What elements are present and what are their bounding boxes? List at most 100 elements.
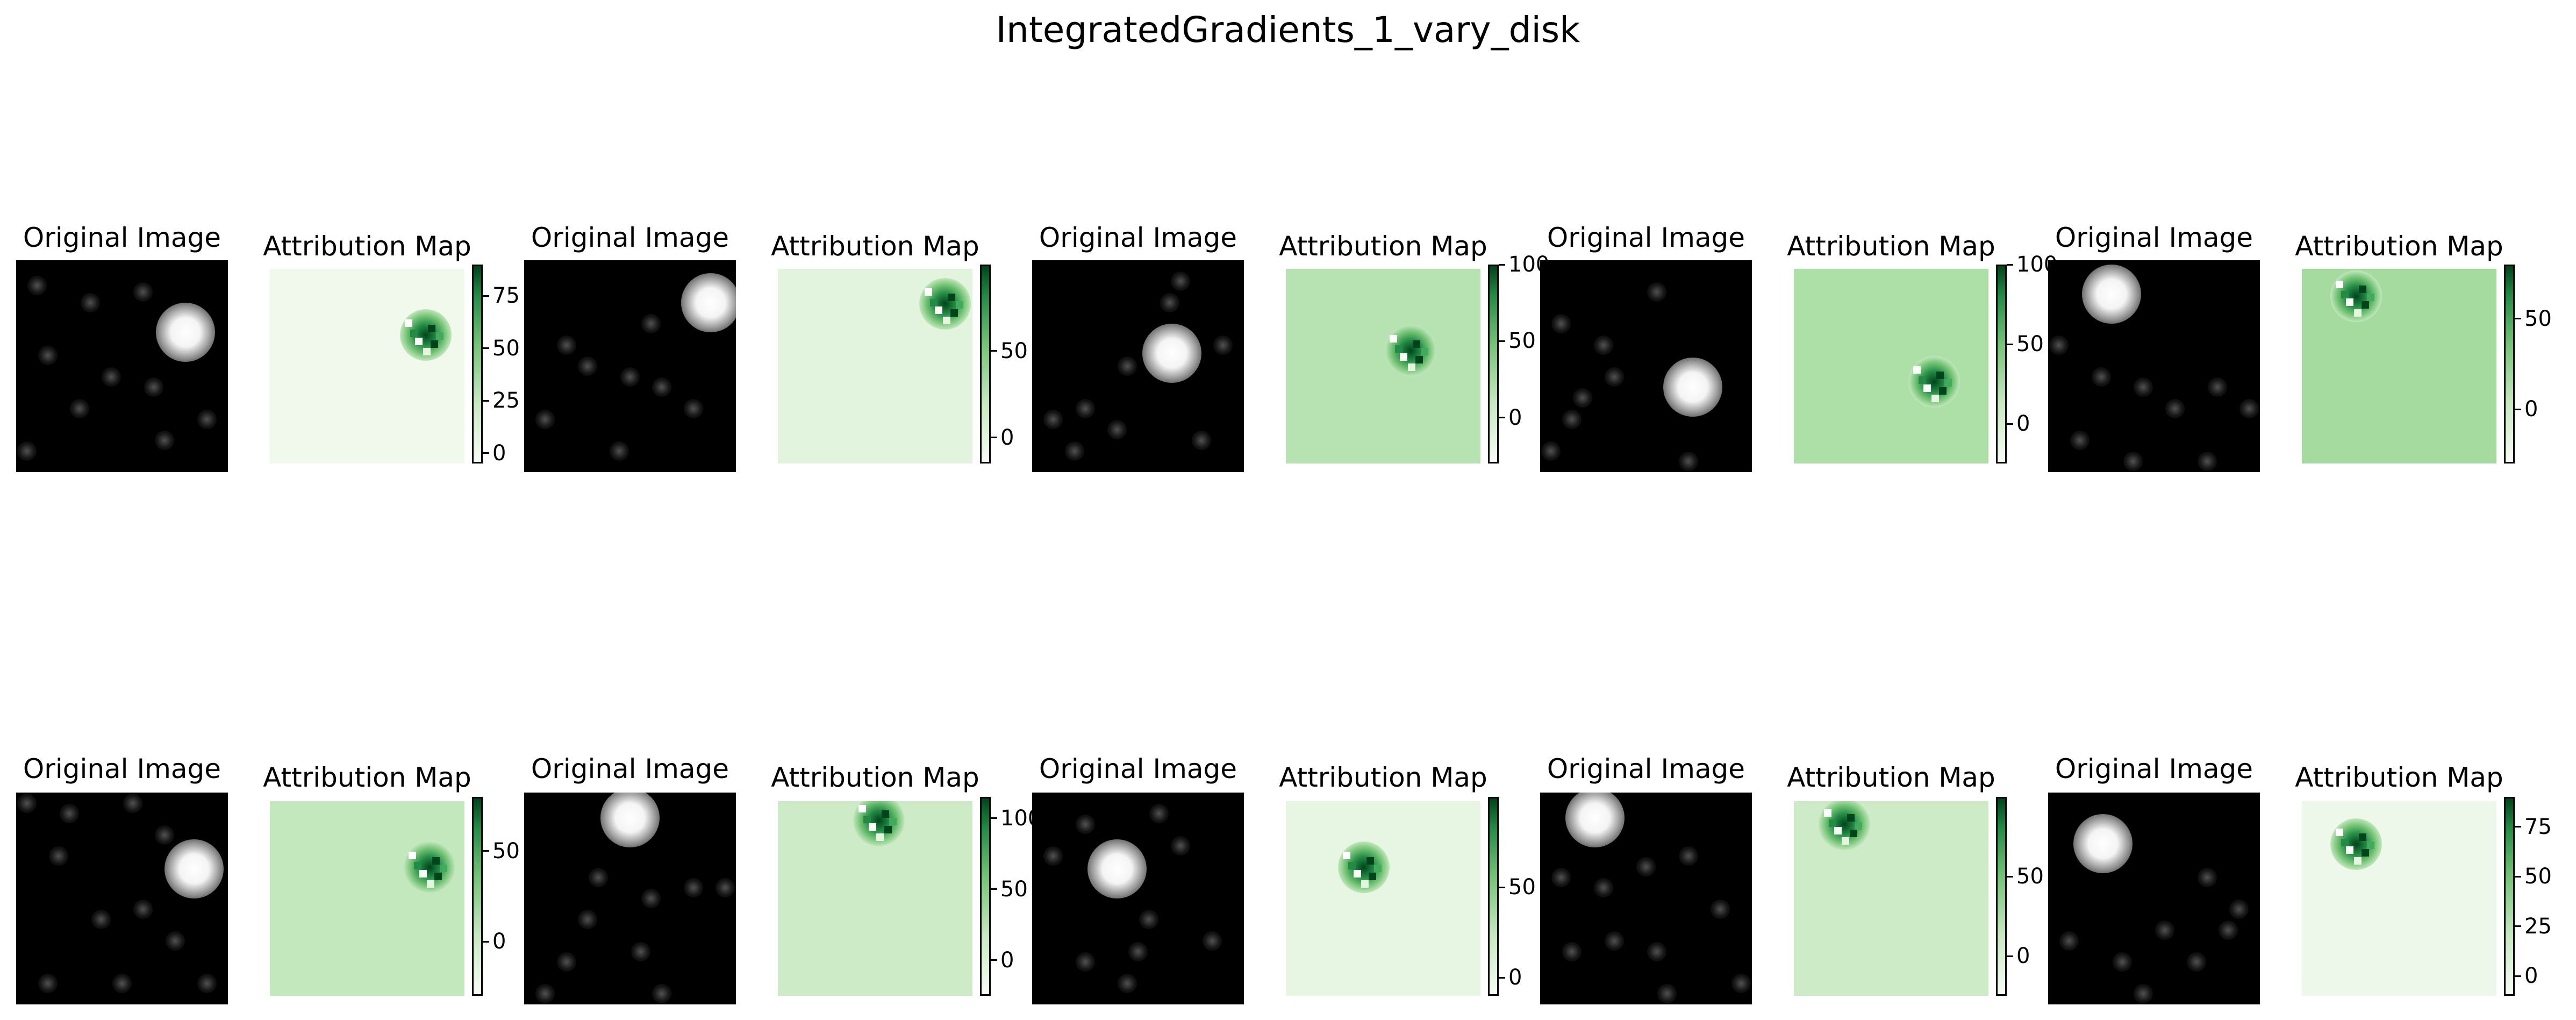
attribution-pixel [1343,852,1351,860]
colorbar-tick-label: 0 [2016,411,2030,436]
noise-spot [1192,430,1212,450]
noise-spot [556,335,576,355]
noise-spot [556,952,576,972]
noise-spot [1562,409,1582,429]
noise-spot [112,973,132,993]
colorbar-tick [991,959,997,961]
colorbar-tick-label: 0 [1508,965,1522,990]
figure-title: IntegratedGradients_1_vary_disk [996,9,1580,51]
original-image [1540,793,1752,1004]
noise-spot [1118,973,1137,993]
attribution-pixel [1400,353,1408,361]
colorbar-tick-label: 0 [2524,397,2538,422]
noise-spot [1572,388,1592,408]
attribution-map [1794,801,1988,996]
noise-spot [1043,409,1063,429]
colorbar-tick [1499,417,1505,419]
noise-spot [1647,282,1666,302]
attribution-pixel [1829,819,1837,827]
attribution-pixel [409,852,417,860]
attribution-pixel [1923,384,1931,392]
noise-spot [1594,335,1614,355]
original-image [2048,260,2260,472]
noise-spot [133,899,153,919]
noise-spot [17,441,37,461]
colorbar-tick [1499,976,1505,979]
attribution-pixel [1918,376,1926,384]
attribution-map [2302,801,2496,996]
attribution-title: Attribution Map [1279,231,1487,262]
noise-spot [1562,941,1582,961]
image-title: Original Image [531,222,729,253]
noise-spot [2197,452,2217,472]
noise-spot [1075,815,1095,834]
colorbar [472,797,483,996]
colorbar-tick [2007,423,2013,425]
colorbar-tick [2515,925,2521,927]
attribution-pixel [929,298,938,306]
attribution-pixel [423,348,431,356]
noise-spot [144,377,164,397]
attribution-map [1286,801,1480,996]
attribution-pixel [1366,857,1374,865]
attribution-pixel [1939,387,1947,395]
disk [156,302,216,362]
colorbar-tick [1499,340,1505,342]
attribution-map [270,801,464,996]
attribution-pixel [1420,348,1428,356]
attribution-pixel [2353,309,2362,317]
colorbar-tick-label: 50 [1508,875,1536,900]
original-image [524,260,736,472]
noise-spot [1657,984,1677,1004]
noise-spot [684,398,704,418]
image-title: Original Image [1547,753,1745,784]
attribution-pixel [2366,293,2374,301]
attribution-pixel [1913,366,1921,374]
noise-spot [91,910,111,930]
colorbar-tick-label: 0 [1508,405,1522,430]
noise-spot [641,314,661,334]
colorbar-tick [2007,263,2013,266]
noise-spot [588,867,608,887]
attribution-pixel [431,340,439,348]
colorbar-tick-label: 0 [2524,964,2538,988]
colorbar [472,265,483,463]
colorbar-tick [2515,875,2521,878]
noise-spot [1107,420,1127,440]
attribution-pixel [863,815,871,823]
noise-spot [2091,367,2111,387]
attribution-pixel [1931,394,1939,402]
colorbar [2504,265,2515,463]
noise-spot [1636,857,1656,876]
attribution-pixel [419,869,427,878]
noise-spot [1170,272,1190,291]
disk [164,839,224,898]
noise-spot [1075,952,1095,972]
attribution-pixel [2335,828,2343,836]
noise-spot [535,409,555,429]
attribution-pixel [889,818,897,826]
colorbar-tick-label: 50 [1000,338,1028,363]
noise-spot [620,367,640,387]
attribution-map [2302,269,2496,463]
noise-spot [27,276,47,296]
original-image [1540,260,1752,472]
noise-spot [652,377,672,397]
attribution-map [778,269,972,463]
noise-spot [2123,452,2143,472]
attribution-pixel [1936,371,1944,379]
noise-spot [1213,335,1233,355]
image-title: Original Image [1547,222,1745,253]
noise-spot [1551,314,1571,334]
noise-spot [154,430,174,450]
noise-spot [1149,804,1169,824]
attribution-pixel [882,810,890,818]
noise-spot [1604,367,1624,387]
noise-spot [48,846,68,866]
attribution-pixel [935,306,943,314]
noise-spot [2239,398,2259,418]
attribution-pixel [1374,865,1382,873]
colorbar-tick [2515,408,2521,410]
colorbar-tick [483,850,489,852]
